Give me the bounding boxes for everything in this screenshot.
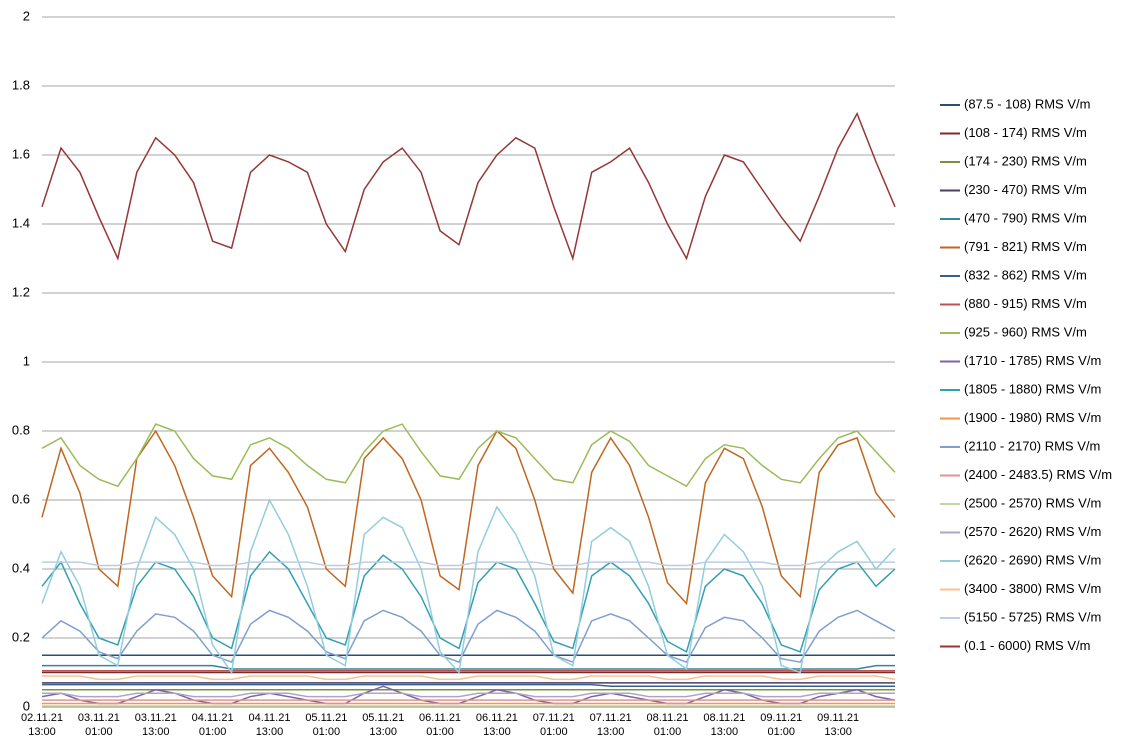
y-tick-label: 1.4 bbox=[12, 215, 30, 230]
legend-label: (3400 - 3800) RMS V/m bbox=[964, 581, 1101, 596]
x-tick-label: 02.11.21 13:00 bbox=[21, 712, 63, 738]
y-tick-label: 1.2 bbox=[12, 284, 30, 299]
series-line bbox=[41, 423, 896, 488]
legend-label: (87.5 - 108) RMS V/m bbox=[964, 96, 1090, 111]
x-tick-label: 08.11.21 13:00 bbox=[703, 712, 745, 738]
y-tick-label: 2 bbox=[23, 8, 30, 23]
series-line bbox=[42, 683, 895, 688]
series-line bbox=[41, 498, 896, 675]
x-tick-label: 04.11.21 01:00 bbox=[192, 712, 234, 738]
x-tick-label: 04.11.21 13:00 bbox=[248, 712, 290, 738]
series-line bbox=[41, 609, 896, 664]
x-tick-label: 05.11.21 13:00 bbox=[362, 712, 404, 738]
legend-label: (174 - 230) RMS V/m bbox=[964, 153, 1087, 168]
x-tick-label: 03.11.21 13:00 bbox=[135, 712, 177, 738]
x-tick-label: 08.11.21 01:00 bbox=[647, 712, 689, 738]
legend-label: (880 - 915) RMS V/m bbox=[964, 296, 1087, 311]
legend-label: (2500 - 2570) RMS V/m bbox=[964, 495, 1101, 510]
series-line bbox=[42, 692, 895, 698]
legend-label: (2620 - 2690) RMS V/m bbox=[964, 552, 1101, 567]
legend-label: (0.1 - 6000) RMS V/m bbox=[964, 638, 1090, 653]
y-tick-label: 0 bbox=[23, 698, 30, 713]
series-line bbox=[42, 561, 895, 567]
series-line bbox=[41, 111, 896, 262]
x-tick-label: 07.11.21 01:00 bbox=[533, 712, 575, 738]
legend-label: (230 - 470) RMS V/m bbox=[964, 182, 1087, 197]
legend-label: (2110 - 2170) RMS V/m bbox=[964, 438, 1100, 453]
legend-label: (832 - 862) RMS V/m bbox=[964, 267, 1087, 282]
legend-label: (1900 - 1980) RMS V/m bbox=[964, 410, 1101, 425]
legend-label: (2400 - 2483.5) RMS V/m bbox=[964, 467, 1112, 482]
legend-label: (470 - 790) RMS V/m bbox=[964, 210, 1087, 225]
series-line bbox=[42, 675, 896, 681]
legend-label: (925 - 960) RMS V/m bbox=[964, 324, 1087, 339]
y-tick-label: 0.6 bbox=[12, 491, 30, 506]
x-tick-label: 07.11.21 13:00 bbox=[590, 712, 632, 738]
x-tick-label: 06.11.21 13:00 bbox=[476, 712, 518, 738]
x-tick-label: 09.11.21 13:00 bbox=[817, 712, 859, 738]
y-tick-label: 0.2 bbox=[12, 629, 30, 644]
legend-label: (2570 - 2620) RMS V/m bbox=[964, 524, 1101, 539]
series-line bbox=[41, 429, 896, 606]
series-line bbox=[41, 550, 896, 653]
legend-label: (5150 - 5725) RMS V/m bbox=[964, 609, 1101, 624]
legend-label: (108 - 174) RMS V/m bbox=[964, 125, 1087, 140]
series-line bbox=[42, 664, 895, 670]
legend-label: (1710 - 1785) RMS V/m bbox=[964, 353, 1101, 368]
y-tick-label: 0.4 bbox=[12, 560, 30, 575]
x-tick-label: 06.11.21 01:00 bbox=[419, 712, 461, 738]
legend-label: (1805 - 1880) RMS V/m bbox=[964, 381, 1101, 396]
legend-label: (791 - 821) RMS V/m bbox=[964, 239, 1087, 254]
x-tick-label: 09.11.21 01:00 bbox=[760, 712, 802, 738]
y-tick-label: 0.8 bbox=[12, 422, 30, 437]
y-tick-label: 1.8 bbox=[12, 77, 30, 92]
y-tick-label: 1.6 bbox=[12, 146, 30, 161]
y-tick-label: 1 bbox=[23, 353, 30, 368]
x-tick-label: 05.11.21 01:00 bbox=[305, 712, 347, 738]
x-tick-label: 03.11.21 01:00 bbox=[78, 712, 120, 738]
